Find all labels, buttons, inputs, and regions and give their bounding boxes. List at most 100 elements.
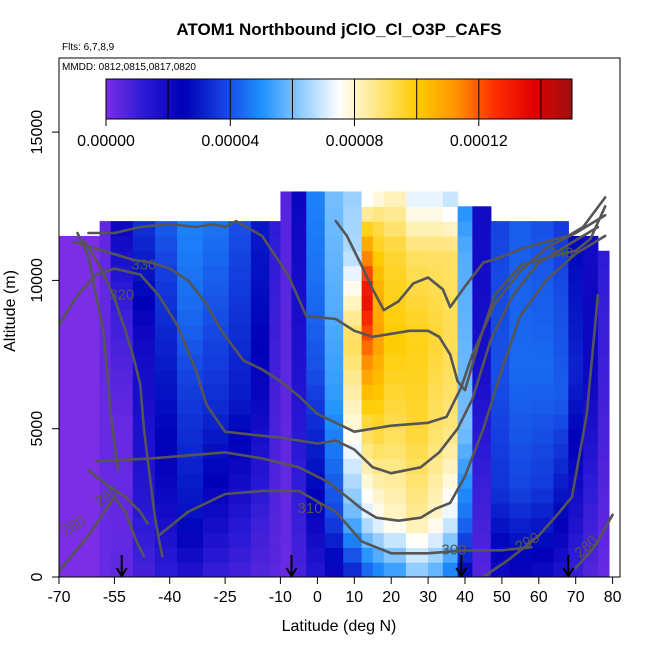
heatmap-cell-22 — [472, 458, 492, 474]
contour-label-7: 330 — [131, 257, 156, 274]
colorbar-swatch — [236, 79, 239, 119]
colorbar-swatch — [316, 79, 319, 119]
colorbar-swatch — [465, 79, 468, 119]
colorbar-swatch — [151, 79, 153, 119]
colorbar-swatch — [258, 79, 261, 119]
colorbar-swatch — [277, 79, 279, 119]
heatmap-cell-4 — [154, 339, 178, 356]
heatmap-cell-6 — [202, 235, 230, 252]
colorbar-swatch — [537, 79, 539, 119]
heatmap-cell-3 — [132, 354, 156, 370]
heatmap-cell-7 — [228, 354, 252, 370]
colorbar-swatch — [407, 79, 410, 119]
y-axis: 0 5000 10000 15000 — [29, 110, 60, 581]
colorbar-swatch — [524, 79, 526, 119]
heatmap-cell-15 — [361, 250, 374, 267]
heatmap-cell-12 — [306, 324, 326, 341]
heatmap-cell-3 — [132, 235, 156, 252]
colorbar-swatch — [242, 79, 244, 119]
heatmap-cell-14 — [343, 547, 363, 563]
heatmap-cell-27 — [568, 384, 584, 400]
colorbar-swatch — [568, 79, 571, 119]
colorbar-swatch — [468, 79, 470, 119]
heatmap-cell-16 — [372, 235, 385, 252]
heatmap-cell-12 — [306, 488, 326, 504]
heatmap-cell-20 — [442, 473, 459, 489]
x-tick-label: 80 — [604, 589, 622, 606]
colorbar-swatch — [248, 79, 250, 119]
heatmap-cell-27 — [568, 458, 584, 474]
colorbar-swatch — [215, 79, 218, 119]
colorbar-swatch — [347, 79, 349, 119]
heatmap-cell-6 — [202, 488, 230, 504]
heatmap-cell-25 — [531, 324, 555, 341]
colorbar-swatch — [132, 79, 135, 119]
colorbar-swatch — [235, 79, 237, 119]
heatmap-cell-12 — [306, 428, 326, 445]
heatmap-cell-17 — [383, 458, 407, 474]
colorbar-swatch — [187, 79, 190, 119]
heatmap-cell-18 — [405, 250, 429, 267]
heatmap-cell-25 — [531, 280, 555, 296]
heatmap-cell-15 — [361, 221, 374, 237]
colorbar-frame — [105, 78, 573, 120]
colorbar-swatch — [278, 79, 280, 119]
colorbar-swatch — [542, 79, 545, 119]
heatmap-cell-11 — [291, 413, 307, 430]
colorbar-swatch — [172, 79, 174, 119]
colorbar-swatch — [373, 79, 376, 119]
colorbar-swatch — [561, 79, 564, 119]
heatmap-cell-21 — [457, 310, 473, 326]
colorbar-swatch — [142, 79, 144, 119]
colorbar-swatch — [403, 79, 405, 119]
heatmap-cell-3 — [132, 502, 156, 519]
heatmap-cell-1 — [99, 517, 112, 534]
heatmap-cell-10 — [280, 339, 293, 356]
colorbar-swatch — [389, 79, 391, 119]
heatmap-cell-20 — [442, 517, 459, 534]
heatmap-cell-28 — [583, 265, 599, 282]
colorbar-swatch — [159, 79, 162, 119]
colorbar-swatch — [334, 79, 336, 119]
heatmap-cell-7 — [228, 413, 252, 430]
heatmap-cell-20 — [442, 235, 459, 252]
colorbar-swatch — [398, 79, 400, 119]
heatmap-cell-0 — [59, 488, 101, 504]
heatmap-cell-22 — [472, 517, 492, 534]
heatmap-cell-4 — [154, 443, 178, 459]
colorbar-swatch — [551, 79, 553, 119]
heatmap-cell-3 — [132, 562, 156, 577]
heatmap-cell-28 — [583, 399, 599, 415]
colorbar-swatch — [382, 79, 384, 119]
contour-label-5: 310 — [297, 500, 322, 517]
heatmap-cell-20 — [442, 532, 459, 548]
colorbar-swatch — [371, 79, 374, 119]
heatmap-cell-15 — [361, 324, 374, 341]
heatmap-cell-17 — [383, 235, 407, 252]
heatmap-cell-2 — [110, 280, 134, 296]
heatmap-cell-9 — [269, 221, 282, 237]
colorbar-swatch — [548, 79, 551, 119]
colorbar-swatch — [517, 79, 519, 119]
heatmap-cell-24 — [509, 473, 533, 489]
colorbar-swatch — [516, 79, 518, 119]
colorbar-swatch — [228, 79, 230, 119]
heatmap-cell-24 — [509, 517, 533, 534]
heatmap-cell-18 — [405, 443, 429, 459]
colorbar-swatch — [193, 79, 195, 119]
heatmap-cell-3 — [132, 399, 156, 415]
colorbar-swatch — [328, 79, 331, 119]
colorbar-swatch — [256, 79, 258, 119]
heatmap-cell-7 — [228, 384, 252, 400]
colorbar-swatch — [249, 79, 251, 119]
x-tick-label: -25 — [214, 589, 237, 606]
colorbar-swatch — [396, 79, 398, 119]
heatmap-cell-24 — [509, 250, 533, 267]
heatmap-cell-5 — [177, 399, 204, 415]
heatmap-cell-10 — [280, 384, 293, 400]
heatmap-cell-14 — [343, 413, 363, 430]
heatmap-cell-28 — [583, 502, 599, 519]
heatmap-cell-14 — [343, 310, 363, 326]
heatmap-cell-20 — [442, 324, 459, 341]
heatmap-cell-11 — [291, 502, 307, 519]
